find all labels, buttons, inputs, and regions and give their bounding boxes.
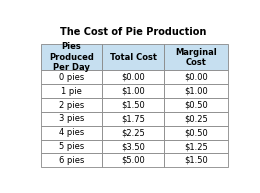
Text: $1.50: $1.50: [121, 101, 145, 110]
Bar: [164, 140, 228, 153]
Bar: [164, 112, 228, 126]
Text: $1.50: $1.50: [184, 156, 208, 165]
Text: Total Cost: Total Cost: [110, 53, 157, 62]
Bar: [41, 70, 102, 84]
Text: $1.75: $1.75: [121, 114, 145, 123]
Text: $0.00: $0.00: [121, 73, 145, 82]
Text: $1.00: $1.00: [184, 87, 208, 96]
Bar: [41, 44, 102, 70]
Bar: [164, 44, 228, 70]
Bar: [41, 153, 102, 167]
Bar: [102, 126, 164, 140]
Bar: [102, 70, 164, 84]
Text: Pies
Produced
Per Day: Pies Produced Per Day: [49, 42, 94, 72]
Text: 1 pie: 1 pie: [61, 87, 82, 96]
Text: $0.50: $0.50: [184, 101, 208, 110]
Text: 4 pies: 4 pies: [59, 128, 84, 137]
Text: $5.00: $5.00: [121, 156, 145, 165]
Text: The Cost of Pie Production: The Cost of Pie Production: [60, 27, 206, 37]
Text: $0.25: $0.25: [184, 114, 208, 123]
Text: $0.50: $0.50: [184, 128, 208, 137]
Bar: [164, 126, 228, 140]
Bar: [41, 84, 102, 98]
Bar: [102, 84, 164, 98]
Bar: [102, 98, 164, 112]
Text: 6 pies: 6 pies: [59, 156, 84, 165]
Bar: [102, 140, 164, 153]
Bar: [102, 153, 164, 167]
Bar: [41, 140, 102, 153]
Bar: [164, 84, 228, 98]
Text: 0 pies: 0 pies: [59, 73, 84, 82]
Text: $1.00: $1.00: [121, 87, 145, 96]
Text: $3.50: $3.50: [121, 142, 145, 151]
Text: 3 pies: 3 pies: [59, 114, 84, 123]
Text: $0.00: $0.00: [184, 73, 208, 82]
Bar: [102, 44, 164, 70]
Bar: [102, 112, 164, 126]
Text: $1.25: $1.25: [184, 142, 208, 151]
Text: 2 pies: 2 pies: [59, 101, 84, 110]
Bar: [164, 70, 228, 84]
Bar: [41, 98, 102, 112]
Bar: [41, 112, 102, 126]
Bar: [164, 98, 228, 112]
Bar: [41, 126, 102, 140]
Text: 5 pies: 5 pies: [59, 142, 84, 151]
Bar: [164, 153, 228, 167]
Text: Marginal
Cost: Marginal Cost: [175, 47, 217, 67]
Text: $2.25: $2.25: [121, 128, 145, 137]
